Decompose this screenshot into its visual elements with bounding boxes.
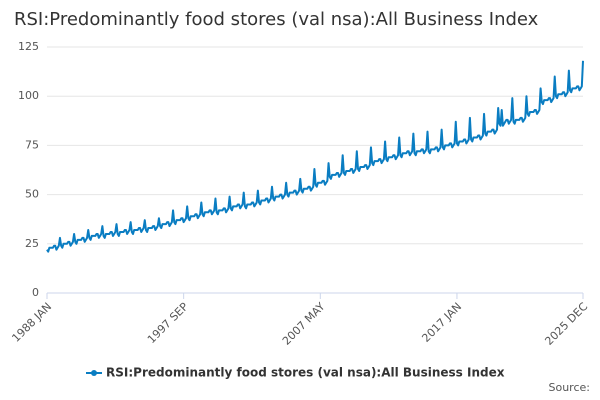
x-tick-label: 2025 DEC (542, 300, 590, 348)
y-tick-label: 100 (18, 89, 39, 102)
series-line (46, 60, 584, 253)
y-tick-label: 50 (25, 188, 39, 201)
source: Source: (549, 381, 591, 394)
x-tick-label: 1997 SEP (145, 300, 191, 346)
legend-marker (91, 370, 97, 376)
x-tick-label: 1988 JAN (9, 300, 54, 345)
y-tick-label: 25 (25, 237, 39, 250)
x-tick-label: 2017 JAN (419, 300, 464, 345)
y-tick-label: 125 (18, 40, 39, 53)
y-tick-label: 75 (25, 138, 39, 151)
chart-title: RSI:Predominantly food stores (val nsa):… (14, 9, 539, 30)
legend-label: RSI:Predominantly food stores (val nsa):… (106, 366, 505, 380)
x-tick-label: 2007 MAY (280, 300, 328, 348)
y-tick-label: 0 (32, 286, 39, 299)
